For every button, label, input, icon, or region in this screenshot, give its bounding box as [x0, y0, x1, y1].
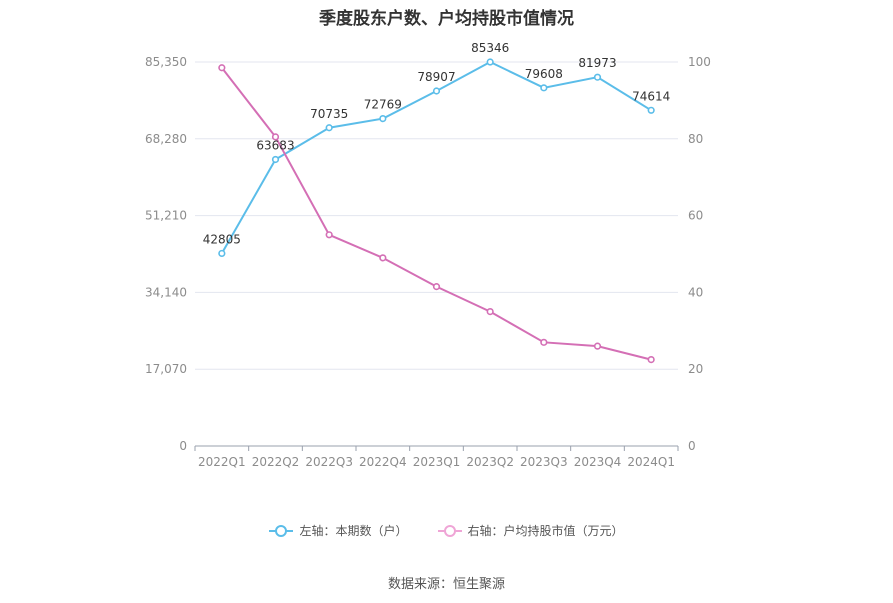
- x-axis-tick-label: 2022Q4: [359, 455, 407, 469]
- data-point-avg-value: [486, 308, 494, 316]
- right-axis-tick-label: 100: [688, 55, 711, 69]
- legend-label-households: 左轴：本期数（户）: [299, 524, 408, 538]
- legend-swatch-avg-value: [437, 524, 462, 538]
- data-point-households: [647, 106, 655, 114]
- x-axis-tick-label: 2022Q1: [198, 455, 246, 469]
- x-axis-tick-label: 2023Q2: [466, 455, 514, 469]
- series-line-avg-value: [221, 67, 652, 361]
- data-point-households: [486, 58, 494, 66]
- data-label-households: 63683: [256, 138, 294, 152]
- chart-title: 季度股东户数、户均持股市值情况: [319, 9, 574, 29]
- right-axis-tick-label: 80: [688, 132, 703, 146]
- data-label-households: 70735: [310, 107, 348, 121]
- data-point-avg-value: [379, 254, 387, 262]
- right-axis-tick-label: 40: [688, 285, 703, 299]
- x-axis-tick-label: 2023Q1: [413, 455, 461, 469]
- data-label-households: 79608: [525, 67, 563, 81]
- right-axis-tick-label: 20: [688, 362, 703, 376]
- x-axis-tick-label: 2022Q3: [305, 455, 353, 469]
- data-point-avg-value: [647, 356, 655, 364]
- legend: 左轴：本期数（户） 右轴：户均持股市值（万元）: [0, 522, 893, 539]
- source-note: 数据来源：恒生聚源: [387, 577, 505, 592]
- left-axis-tick-label: 85,350: [145, 55, 187, 69]
- data-label-households: 81973: [578, 56, 616, 70]
- data-point-households: [379, 115, 387, 123]
- data-point-avg-value: [432, 283, 441, 291]
- data-label-households: 85346: [471, 41, 509, 55]
- data-point-households: [271, 155, 280, 164]
- data-label-households: 78907: [417, 70, 455, 84]
- legend-item-households[interactable]: 左轴：本期数（户）: [269, 522, 408, 539]
- left-axis-tick-label: 34,140: [145, 285, 187, 299]
- data-label-households: 74614: [632, 89, 670, 103]
- legend-swatch-households: [269, 524, 294, 538]
- data-point-households: [432, 87, 441, 95]
- right-axis-tick-label: 0: [688, 439, 696, 453]
- legend-item-avg-value[interactable]: 右轴：户均持股市值（万元）: [437, 522, 624, 539]
- legend-label-avg-value: 右轴：户均持股市值（万元）: [467, 524, 624, 538]
- left-axis-tick-label: 51,210: [145, 209, 187, 223]
- data-point-households: [593, 73, 602, 81]
- data-point-households: [218, 249, 226, 258]
- data-point-households: [325, 124, 333, 132]
- data-label-households: 72769: [364, 98, 402, 112]
- right-axis-tick-label: 60: [688, 209, 703, 223]
- data-point-avg-value: [218, 64, 226, 72]
- x-axis-tick-label: 2023Q3: [520, 455, 568, 469]
- left-axis-tick-label: 68,280: [145, 132, 187, 146]
- data-point-avg-value: [593, 342, 602, 350]
- x-axis-tick-label: 2022Q2: [252, 455, 300, 469]
- x-axis-tick-label: 2023Q4: [574, 455, 622, 469]
- data-point-households: [540, 84, 548, 92]
- left-axis-tick-label: 0: [179, 439, 187, 453]
- data-label-households: 42805: [203, 232, 241, 246]
- data-point-avg-value: [540, 338, 548, 346]
- data-point-avg-value: [271, 133, 280, 141]
- left-axis-tick-label: 17,070: [145, 362, 187, 376]
- x-axis-tick-label: 2024Q1: [627, 455, 675, 469]
- data-point-avg-value: [325, 231, 333, 239]
